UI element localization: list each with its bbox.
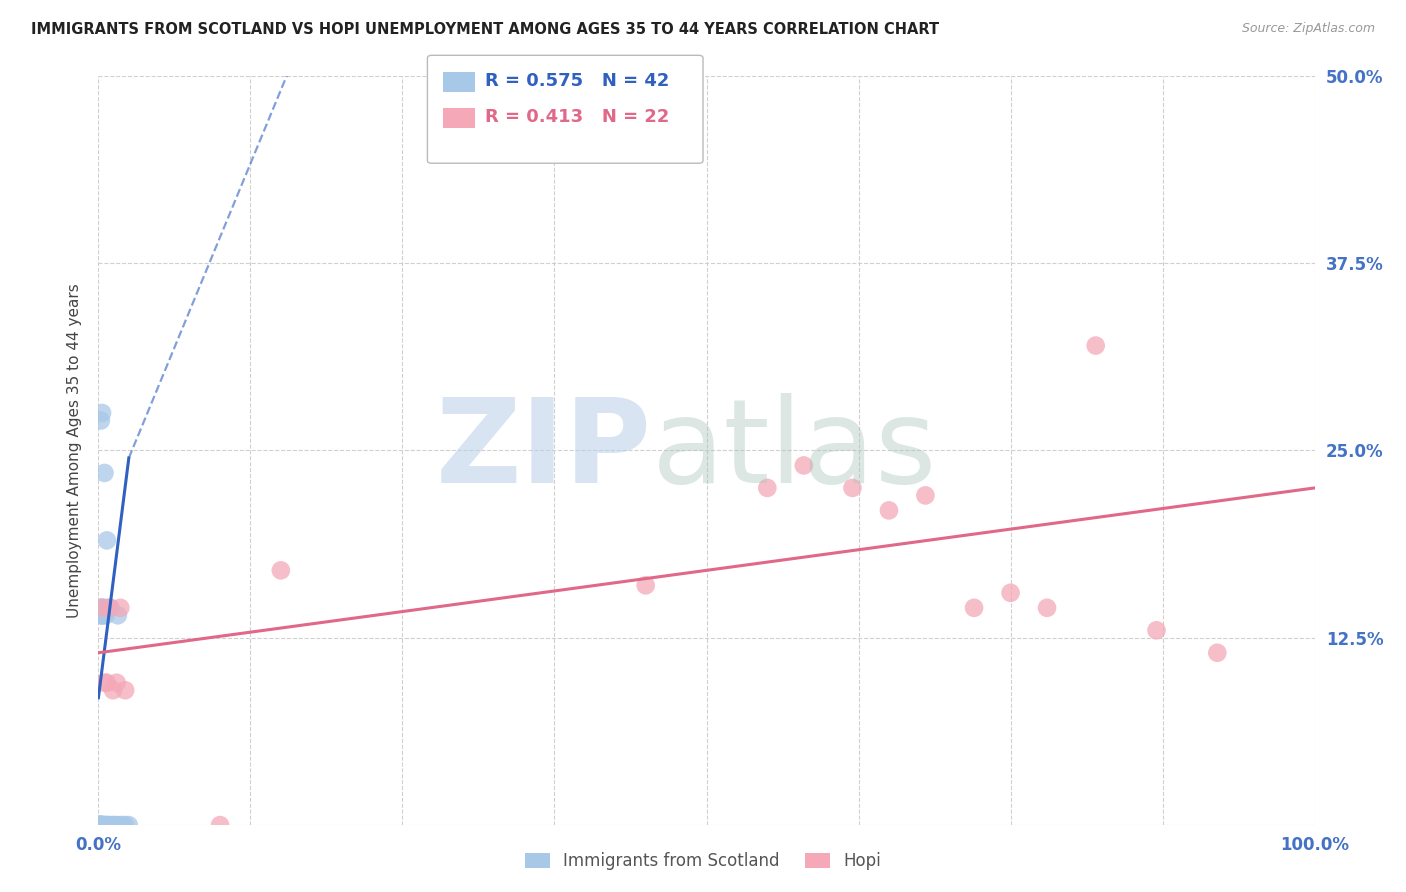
Point — [114, 818, 136, 832]
Point — [105, 818, 128, 832]
Point — [94, 608, 117, 623]
Point — [89, 818, 111, 832]
Point — [114, 683, 136, 698]
Point — [209, 818, 232, 832]
Point — [89, 818, 111, 832]
Point — [89, 818, 111, 832]
Point — [91, 608, 114, 623]
Point — [110, 818, 132, 832]
Point — [93, 466, 115, 480]
Text: IMMIGRANTS FROM SCOTLAND VS HOPI UNEMPLOYMENT AMONG AGES 35 TO 44 YEARS CORRELAT: IMMIGRANTS FROM SCOTLAND VS HOPI UNEMPLO… — [31, 22, 939, 37]
Point — [90, 818, 112, 832]
Point — [93, 675, 115, 690]
Point — [89, 818, 111, 832]
Point — [270, 563, 292, 577]
Point — [89, 818, 111, 832]
Point — [97, 818, 120, 832]
Point — [111, 818, 134, 832]
Point — [89, 818, 111, 832]
Point — [91, 406, 114, 420]
Point — [96, 818, 118, 832]
Point — [101, 683, 124, 698]
Point — [91, 818, 114, 832]
Text: R = 0.413   N = 22: R = 0.413 N = 22 — [485, 108, 669, 126]
Point — [89, 818, 111, 832]
Text: R = 0.575   N = 42: R = 0.575 N = 42 — [485, 72, 669, 90]
Point — [91, 818, 114, 832]
Point — [877, 503, 900, 517]
Point — [1084, 338, 1107, 352]
Point — [98, 600, 121, 615]
Point — [90, 413, 112, 427]
Point — [1000, 586, 1022, 600]
Point — [118, 818, 141, 832]
Point — [91, 818, 114, 832]
Point — [90, 608, 112, 623]
Point — [90, 600, 112, 615]
Point — [793, 458, 815, 473]
Point — [90, 818, 112, 832]
Point — [756, 481, 779, 495]
Point — [634, 578, 657, 592]
Point — [91, 600, 114, 615]
Text: ZIP: ZIP — [436, 393, 652, 508]
Text: Source: ZipAtlas.com: Source: ZipAtlas.com — [1241, 22, 1375, 36]
Point — [93, 600, 115, 615]
Point — [100, 818, 122, 832]
Point — [96, 533, 118, 548]
Point — [101, 818, 124, 832]
Point — [1036, 600, 1059, 615]
Point — [841, 481, 863, 495]
Point — [91, 600, 114, 615]
Point — [914, 488, 936, 502]
Point — [98, 600, 121, 615]
Point — [963, 600, 986, 615]
Point — [105, 675, 128, 690]
Y-axis label: Unemployment Among Ages 35 to 44 years: Unemployment Among Ages 35 to 44 years — [66, 283, 82, 618]
Point — [90, 818, 112, 832]
Point — [94, 818, 117, 832]
Point — [110, 600, 132, 615]
Point — [93, 818, 115, 832]
Point — [96, 675, 118, 690]
Point — [1146, 624, 1168, 638]
Text: atlas: atlas — [652, 393, 938, 508]
Point — [100, 600, 122, 615]
Legend: Immigrants from Scotland, Hopi: Immigrants from Scotland, Hopi — [519, 846, 887, 877]
Point — [91, 818, 114, 832]
Point — [107, 608, 129, 623]
Point — [103, 818, 125, 832]
Point — [89, 818, 111, 832]
Point — [91, 608, 114, 623]
Point — [1206, 646, 1229, 660]
Point — [91, 818, 114, 832]
